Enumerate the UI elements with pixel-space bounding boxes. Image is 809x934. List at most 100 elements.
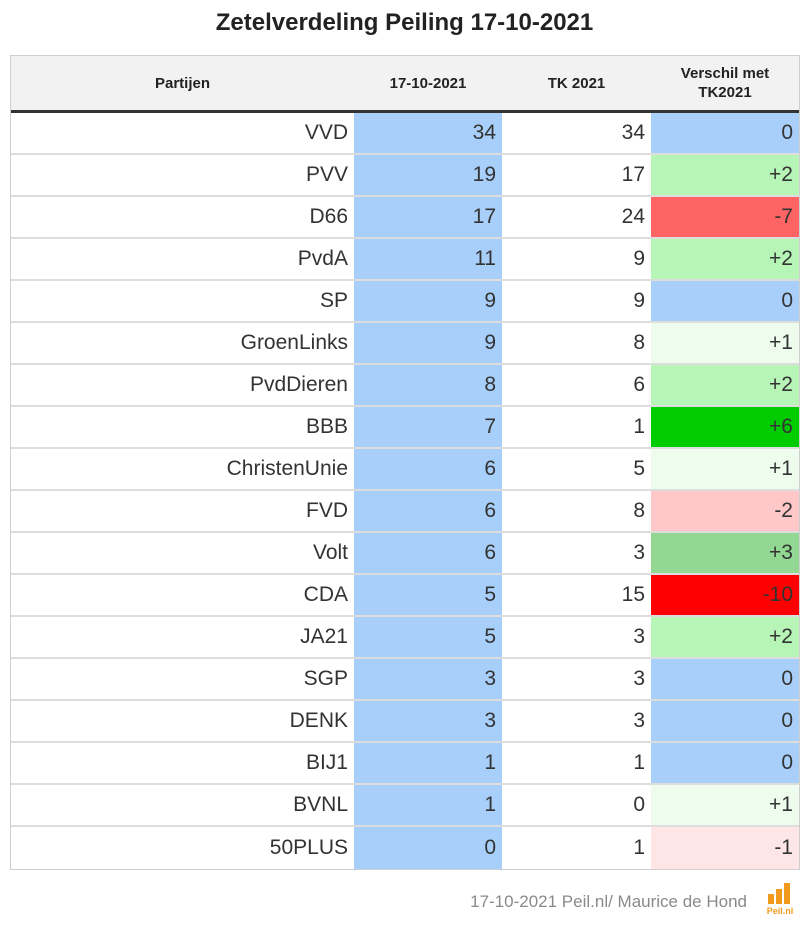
diff-cell: 0 [651, 281, 799, 321]
tk-seats-cell: 1 [502, 407, 651, 447]
diff-cell: +3 [651, 533, 799, 573]
tk-seats-cell: 17 [502, 155, 651, 195]
diff-cell: -1 [651, 827, 799, 869]
poll-seats-cell: 17 [354, 197, 502, 237]
diff-cell: +2 [651, 617, 799, 657]
table-row: PvdA 11 9 +2 [11, 239, 799, 281]
tk-seats-cell: 9 [502, 239, 651, 279]
diff-cell: +2 [651, 239, 799, 279]
party-cell: D66 [11, 197, 354, 237]
logo-bar [776, 889, 782, 904]
tk-seats-cell: 8 [502, 323, 651, 363]
poll-seats-cell: 6 [354, 449, 502, 489]
party-cell: PvdA [11, 239, 354, 279]
party-cell: BVNL [11, 785, 354, 825]
footer-credit: 17-10-2021 Peil.nl/ Maurice de Hond [470, 892, 747, 911]
poll-seats-cell: 0 [354, 827, 502, 869]
diff-cell: 0 [651, 743, 799, 783]
tk-seats-cell: 0 [502, 785, 651, 825]
poll-seats-cell: 5 [354, 617, 502, 657]
diff-cell: +1 [651, 323, 799, 363]
tk-seats-cell: 9 [502, 281, 651, 321]
header-party: Partijen [154, 74, 211, 92]
logo-bar [768, 894, 774, 904]
diff-cell: +2 [651, 365, 799, 405]
diff-cell: +6 [651, 407, 799, 447]
party-cell: BIJ1 [11, 743, 354, 783]
table-row: BVNL 1 0 +1 [11, 785, 799, 827]
table-row: GroenLinks 9 8 +1 [11, 323, 799, 365]
page-title: Zetelverdeling Peiling 17-10-2021 [215, 9, 594, 36]
tk-seats-cell: 6 [502, 365, 651, 405]
poll-seats-cell: 5 [354, 575, 502, 615]
table-row: JA21 5 3 +2 [11, 617, 799, 659]
header-diff: Verschil met TK2021 [651, 56, 799, 110]
poll-seats-cell: 3 [354, 659, 502, 699]
logo-text: Peil.nl [766, 906, 794, 916]
header-diff-text: Verschil met TK2021 [680, 65, 770, 101]
tk-seats-cell: 15 [502, 575, 651, 615]
header-tk: TK 2021 [547, 74, 606, 92]
party-cell: JA21 [11, 617, 354, 657]
table-body: VVD 34 34 0 PVV 19 17 +2 D66 17 24 -7 PvdA 11 9 +2 SP 9 9 0… [11, 113, 799, 869]
party-cell: CDA [11, 575, 354, 615]
poll-seats-cell: 7 [354, 407, 502, 447]
diff-cell: 0 [651, 659, 799, 699]
table-row: BBB 7 1 +6 [11, 407, 799, 449]
party-cell: ChristenUnie [11, 449, 354, 489]
poll-seats-cell: 1 [354, 785, 502, 825]
diff-cell: -2 [651, 491, 799, 531]
tk-seats-cell: 3 [502, 533, 651, 573]
tk-seats-cell: 8 [502, 491, 651, 531]
logo-bar [784, 883, 790, 904]
diff-cell: +1 [651, 785, 799, 825]
table-row: SGP 3 3 0 [11, 659, 799, 701]
diff-cell: -10 [651, 575, 799, 615]
party-cell: PvdDieren [11, 365, 354, 405]
poll-seats-cell: 6 [354, 491, 502, 531]
table-row: FVD 6 8 -2 [11, 491, 799, 533]
table-row: 50PLUS 0 1 -1 [11, 827, 799, 869]
table-row: VVD 34 34 0 [11, 113, 799, 155]
table-row: PVV 19 17 +2 [11, 155, 799, 197]
peil-logo: Peil.nl [762, 880, 798, 916]
diff-cell: -7 [651, 197, 799, 237]
tk-seats-cell: 1 [502, 827, 651, 869]
poll-seats-cell: 1 [354, 743, 502, 783]
table-row: DENK 3 3 0 [11, 701, 799, 743]
poll-seats-cell: 9 [354, 323, 502, 363]
diff-cell: +2 [651, 155, 799, 195]
poll-seats-cell: 3 [354, 701, 502, 741]
tk-seats-cell: 3 [502, 659, 651, 699]
party-cell: PVV [11, 155, 354, 195]
party-cell: GroenLinks [11, 323, 354, 363]
tk-seats-cell: 3 [502, 701, 651, 741]
table-row: BIJ1 1 1 0 [11, 743, 799, 785]
tk-seats-cell: 24 [502, 197, 651, 237]
tk-seats-cell: 34 [502, 113, 651, 153]
table-row: PvdDieren 8 6 +2 [11, 365, 799, 407]
party-cell: DENK [11, 701, 354, 741]
poll-seats-cell: 9 [354, 281, 502, 321]
table-header: Partijen 17-10-2021 TK 2021 Verschil met… [11, 56, 799, 113]
poll-seats-cell: 34 [354, 113, 502, 153]
diff-cell: +1 [651, 449, 799, 489]
table-row: Volt 6 3 +3 [11, 533, 799, 575]
table-row: SP 9 9 0 [11, 281, 799, 323]
poll-seats-cell: 19 [354, 155, 502, 195]
poll-seats-cell: 11 [354, 239, 502, 279]
diff-cell: 0 [651, 113, 799, 153]
tk-seats-cell: 5 [502, 449, 651, 489]
seat-table: Partijen 17-10-2021 TK 2021 Verschil met… [10, 55, 800, 870]
party-cell: SGP [11, 659, 354, 699]
party-cell: 50PLUS [11, 827, 354, 869]
party-cell: VVD [11, 113, 354, 153]
party-cell: BBB [11, 407, 354, 447]
diff-cell: 0 [651, 701, 799, 741]
table-row: ChristenUnie 6 5 +1 [11, 449, 799, 491]
tk-seats-cell: 3 [502, 617, 651, 657]
party-cell: SP [11, 281, 354, 321]
tk-seats-cell: 1 [502, 743, 651, 783]
table-row: D66 17 24 -7 [11, 197, 799, 239]
poll-seats-cell: 6 [354, 533, 502, 573]
